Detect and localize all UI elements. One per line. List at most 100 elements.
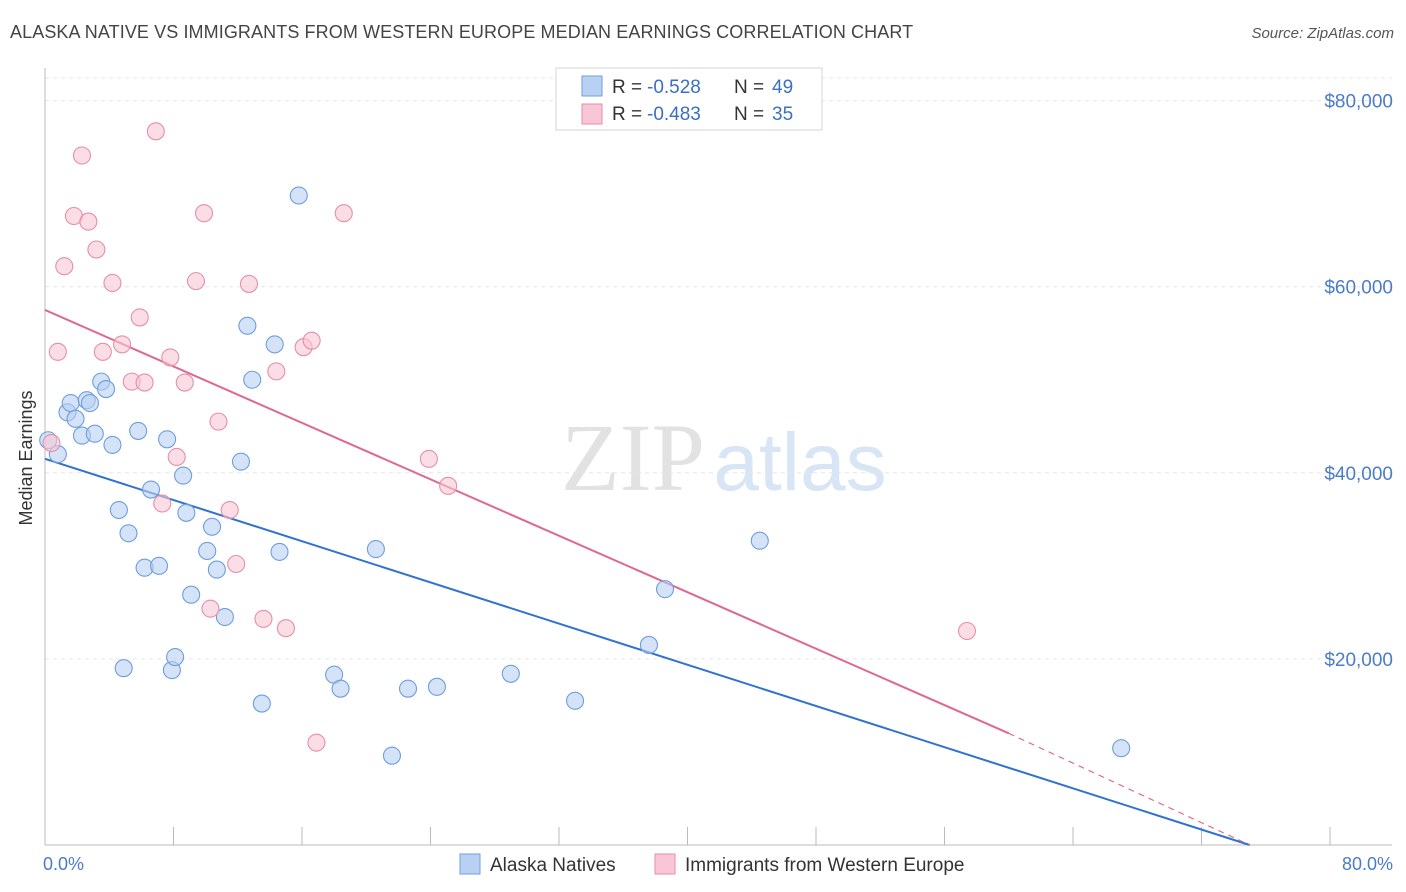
correlation-legend: R = -0.528 N = 49 R = -0.483 N = 35 — [555, 67, 823, 131]
point-alaska-natives — [207, 560, 226, 579]
point-immigrants-western-europe — [72, 146, 91, 165]
series-legend-label-2: Immigrants from Western Europe — [685, 855, 964, 876]
point-immigrants-western-europe — [302, 331, 321, 350]
point-immigrants-western-europe — [135, 373, 154, 392]
point-alaska-natives — [182, 585, 201, 604]
chart-title: ALASKA NATIVE VS IMMIGRANTS FROM WESTERN… — [10, 22, 914, 42]
y-tick-label: $40,000 — [1324, 464, 1393, 485]
point-alaska-natives — [1112, 739, 1131, 758]
data-points — [39, 122, 1131, 765]
point-immigrants-western-europe — [419, 449, 438, 468]
legend-swatch-immigrants-western-europe — [581, 103, 603, 125]
point-immigrants-western-europe — [42, 433, 61, 453]
legend-n-label-2: N = — [734, 104, 764, 125]
trend-extension-immigrants-western-europe — [1008, 732, 1250, 846]
legend-r-label-1: R = — [612, 77, 642, 98]
y-tick-label: $60,000 — [1324, 278, 1393, 299]
point-alaska-natives — [129, 421, 148, 440]
legend-r-value-1: -0.528 — [647, 77, 701, 98]
point-immigrants-western-europe — [239, 274, 259, 293]
point-alaska-natives — [270, 542, 289, 561]
point-alaska-natives — [114, 659, 133, 678]
legend-r-label-2: R = — [612, 104, 642, 125]
trend-lines — [44, 309, 1250, 846]
point-alaska-natives — [96, 380, 116, 399]
point-immigrants-western-europe — [254, 609, 273, 628]
point-alaska-natives — [750, 531, 769, 550]
point-immigrants-western-europe — [153, 494, 172, 513]
point-alaska-natives — [203, 517, 222, 536]
y-tick-label: $80,000 — [1324, 92, 1393, 113]
y-tick-label: $20,000 — [1324, 650, 1393, 671]
point-alaska-natives — [119, 524, 138, 543]
grid-lines — [45, 77, 1392, 660]
point-alaska-natives — [655, 580, 675, 599]
point-immigrants-western-europe — [167, 447, 186, 467]
point-immigrants-western-europe — [194, 204, 214, 223]
point-immigrants-western-europe — [48, 342, 67, 361]
point-alaska-natives — [427, 677, 446, 696]
point-alaska-natives — [231, 452, 251, 471]
chart-source: Source: ZipAtlas.com — [1251, 25, 1394, 42]
point-immigrants-western-europe — [276, 619, 295, 638]
point-alaska-natives — [141, 480, 161, 499]
point-immigrants-western-europe — [146, 122, 165, 141]
point-alaska-natives — [85, 424, 104, 443]
point-alaska-natives — [177, 503, 196, 522]
point-immigrants-western-europe — [79, 212, 98, 231]
legend-swatch-alaska-natives — [581, 75, 603, 97]
point-alaska-natives — [331, 679, 350, 698]
legend-n-label-1: N = — [734, 77, 764, 98]
point-immigrants-western-europe — [201, 599, 220, 618]
point-alaska-natives — [215, 607, 234, 627]
legend-n-value-1: 49 — [772, 77, 793, 98]
legend-r-value-2: -0.483 — [647, 104, 701, 125]
point-alaska-natives — [265, 335, 284, 354]
point-alaska-natives — [103, 435, 122, 454]
watermark-zip: ZIP — [561, 404, 705, 511]
point-alaska-natives — [398, 679, 418, 698]
point-alaska-natives — [66, 409, 85, 428]
series-legend: Alaska Natives Immigrants from Western E… — [459, 853, 964, 876]
point-immigrants-western-europe — [130, 308, 149, 327]
point-alaska-natives — [158, 430, 177, 449]
point-alaska-natives — [174, 466, 193, 485]
point-immigrants-western-europe — [220, 500, 239, 520]
point-alaska-natives — [149, 556, 169, 575]
point-immigrants-western-europe — [93, 342, 112, 361]
point-alaska-natives — [166, 647, 185, 667]
series-legend-swatch-1 — [459, 853, 481, 875]
point-immigrants-western-europe — [186, 272, 206, 291]
point-alaska-natives — [80, 393, 100, 413]
x-tick-label-max: 80.0% — [1342, 854, 1393, 874]
point-immigrants-western-europe — [439, 476, 458, 495]
point-alaska-natives — [61, 393, 80, 413]
axes — [44, 68, 1392, 846]
point-immigrants-western-europe — [957, 621, 977, 641]
point-alaska-natives — [639, 635, 659, 654]
point-immigrants-western-europe — [55, 257, 74, 276]
point-immigrants-western-europe — [161, 348, 180, 367]
point-alaska-natives — [501, 664, 520, 683]
point-immigrants-western-europe — [103, 273, 122, 293]
point-alaska-natives — [289, 186, 308, 205]
watermark-atlas: atlas — [713, 417, 886, 508]
point-immigrants-western-europe — [87, 240, 106, 259]
point-alaska-natives — [198, 541, 217, 561]
point-alaska-natives — [366, 540, 385, 559]
trend-line-immigrants-western-europe — [44, 309, 1010, 735]
point-immigrants-western-europe — [307, 733, 326, 752]
series-legend-swatch-2 — [654, 853, 676, 875]
series-legend-label-1: Alaska Natives — [490, 855, 616, 876]
legend-n-value-2: 35 — [772, 104, 793, 125]
point-alaska-natives — [566, 691, 585, 710]
point-immigrants-western-europe — [113, 335, 132, 354]
point-alaska-natives — [238, 316, 257, 335]
point-immigrants-western-europe — [267, 362, 286, 381]
tick-labels: $20,000 $40,000 $60,000 $80,000 0.0% 80.0% — [43, 92, 1393, 874]
point-alaska-natives — [243, 370, 262, 389]
point-immigrants-western-europe — [227, 554, 246, 574]
y-axis-label: Median Earnings — [16, 390, 36, 525]
point-immigrants-western-europe — [334, 204, 353, 223]
